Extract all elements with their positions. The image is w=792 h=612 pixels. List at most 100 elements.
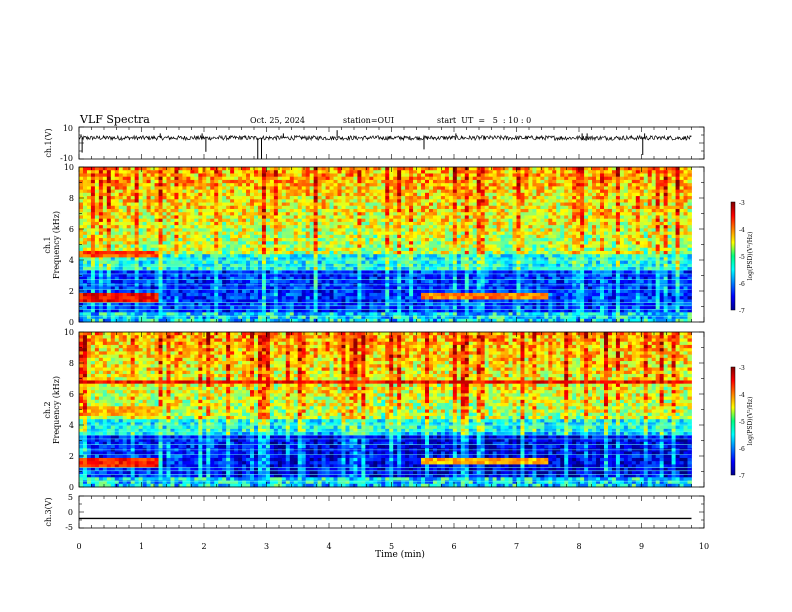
spectrogram-cell <box>238 302 243 307</box>
spectrogram-cell <box>452 225 458 229</box>
spectrogram-cell <box>349 228 354 232</box>
spectrogram-cell <box>349 205 354 210</box>
spectrogram-cell <box>321 231 326 236</box>
spectrogram-cell <box>130 276 136 281</box>
spectrogram-cell <box>94 289 100 294</box>
spectrogram-cell <box>425 267 430 271</box>
spectrogram-cell <box>214 305 219 310</box>
spectrogram-cell <box>440 296 446 300</box>
spectrogram-cell <box>448 241 454 245</box>
spectrogram-cell <box>273 221 279 226</box>
spectrogram-cell <box>138 273 144 278</box>
spectrogram-cell <box>297 189 303 194</box>
spectrogram-cell <box>341 263 346 268</box>
spectrogram-cell <box>218 270 223 274</box>
spectrogram-cell <box>146 302 151 307</box>
spectrogram-cell <box>222 267 227 271</box>
spectrogram-cell <box>170 273 175 278</box>
spectrogram-cell <box>146 260 151 265</box>
spectrogram-cell <box>246 257 251 262</box>
spectrogram-cell <box>440 189 446 194</box>
spectrogram-cell <box>257 296 263 300</box>
spectrogram-cell <box>444 276 450 281</box>
spectrogram-cell <box>369 247 374 252</box>
spectrogram-cell <box>254 231 259 236</box>
spectrogram-cell <box>345 254 350 258</box>
spectrogram-cell <box>373 192 378 197</box>
spectrogram-cell <box>190 173 195 178</box>
spectrogram-cell <box>178 225 183 229</box>
spectrogram-cell <box>130 318 136 323</box>
spectrogram-cell <box>265 305 271 310</box>
spectrogram-cell <box>246 231 251 236</box>
spectrogram-cell <box>452 231 458 236</box>
spectrogram-cell <box>349 250 354 255</box>
spectrogram-cell <box>361 280 366 284</box>
spectrogram-cell <box>325 238 330 242</box>
spectrogram-cell <box>285 170 291 174</box>
spectrogram-cell <box>202 267 207 271</box>
spectrogram-cell <box>301 299 307 304</box>
spectrogram-cell <box>357 305 362 310</box>
spectrogram-cell <box>289 250 295 255</box>
spectrogram-cell <box>353 205 358 210</box>
spectrogram-cell <box>126 257 132 262</box>
spectrogram-cell <box>182 208 187 213</box>
spectrogram-cell <box>154 286 159 291</box>
spectrogram-cell <box>218 205 223 210</box>
spectrogram-cell <box>301 183 307 187</box>
spectrogram-cell <box>178 196 183 200</box>
spectrogram-cell <box>285 276 291 281</box>
spectrogram-cell <box>460 212 466 216</box>
spectrogram-cell <box>186 270 191 274</box>
spectrogram-cell <box>460 234 466 239</box>
spectrogram-cell <box>138 179 144 184</box>
spectrogram-cell <box>361 276 366 281</box>
spectrogram-cell <box>425 173 430 178</box>
spectrogram-cell <box>162 192 167 197</box>
spectrogram-cell <box>234 189 239 194</box>
spectrogram-cell <box>118 221 124 226</box>
spectrogram-cell <box>281 312 287 316</box>
spectrogram-cell <box>257 238 263 242</box>
spectrogram-cell <box>150 192 155 197</box>
spectrogram-cell <box>425 318 430 323</box>
spectrogram-cell <box>186 196 191 200</box>
spectrogram-cell <box>146 270 151 274</box>
spectrogram-cell <box>250 186 255 191</box>
spectrogram-cell <box>301 263 307 268</box>
spectrogram-cell <box>329 234 334 239</box>
spectrogram-cell <box>106 225 112 229</box>
figure-header: VLF Spectra Oct. 25, 2024 station=OUI st… <box>79 113 531 126</box>
spectrogram-cell <box>118 202 124 207</box>
spectrogram-cell <box>194 280 199 284</box>
spectrogram-cell <box>257 231 263 236</box>
spectrogram-cell <box>440 270 446 274</box>
spectrogram-cell <box>186 228 191 232</box>
spectrogram-cell <box>190 309 195 313</box>
spectrogram-cell <box>198 309 203 313</box>
spectrogram-cell <box>94 299 100 304</box>
spectrogram-cell <box>436 196 442 200</box>
spectrogram-cell <box>86 318 92 323</box>
spectrogram-cell <box>190 305 195 310</box>
spectrogram-cell <box>365 238 370 242</box>
spectrogram-cell <box>472 254 478 258</box>
spectrogram-cell <box>166 244 171 249</box>
spectrogram-cell <box>218 263 223 268</box>
spectrogram-cell <box>166 305 171 310</box>
spectrogram-cell <box>373 299 378 304</box>
spectrogram-cell <box>110 244 116 249</box>
spectrogram-cell <box>170 267 175 271</box>
spectrogram-cell <box>297 167 303 171</box>
spectrogram-cell <box>444 208 450 213</box>
spectrogram-cell <box>313 260 319 265</box>
spectrogram-cell <box>158 170 163 174</box>
spectrogram-cell <box>345 228 350 232</box>
spectrogram-cell <box>429 263 434 268</box>
spectrogram-cell <box>190 250 195 255</box>
spectrogram-cell <box>265 292 271 297</box>
spectrogram-cell <box>94 215 100 220</box>
spectrogram-cell <box>377 280 382 284</box>
spectrogram-cell <box>166 212 171 216</box>
